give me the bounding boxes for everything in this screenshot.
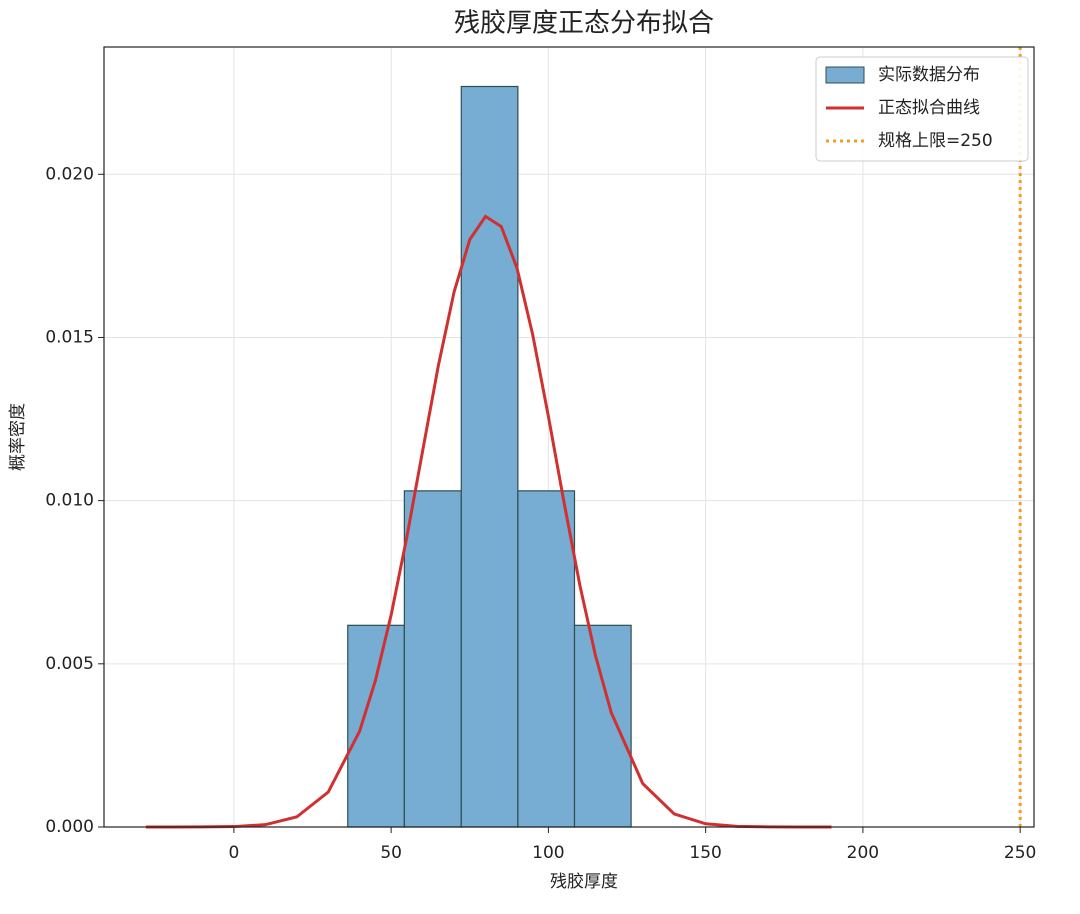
plot-frame: [103, 46, 1035, 828]
y-tick-label: 0.010: [45, 491, 94, 511]
y-tick-label: 0.015: [45, 327, 94, 347]
legend-label: 正态拟合曲线: [878, 98, 980, 118]
y-axis-label: 概率密度: [8, 403, 28, 471]
legend-label: 实际数据分布: [878, 65, 980, 85]
fit-curve: [145, 214, 832, 829]
histogram-bar: [573, 624, 632, 828]
x-tick-label: 200: [847, 843, 879, 863]
histogram-bar: [460, 85, 519, 828]
x-tick-label: 150: [689, 843, 721, 863]
x-tick-label: 100: [532, 843, 564, 863]
histogram-bar: [347, 624, 405, 828]
x-axis-label: 残胶厚度: [550, 872, 618, 892]
x-tick-label: 50: [380, 843, 402, 863]
y-tick-label: 0.000: [45, 817, 94, 837]
legend-swatch: [825, 66, 865, 84]
x-tick-label: 0: [228, 843, 239, 863]
chart-title: 残胶厚度正态分布拟合: [454, 9, 714, 39]
legend-label: 规格上限=250: [878, 131, 993, 151]
y-tick-label: 0.020: [45, 164, 94, 184]
legend-box: [815, 56, 1029, 162]
histogram-bar: [517, 490, 576, 828]
x-tick-label: 250: [1004, 843, 1036, 863]
y-tick-label: 0.005: [45, 654, 94, 674]
histogram-bar: [403, 490, 462, 828]
